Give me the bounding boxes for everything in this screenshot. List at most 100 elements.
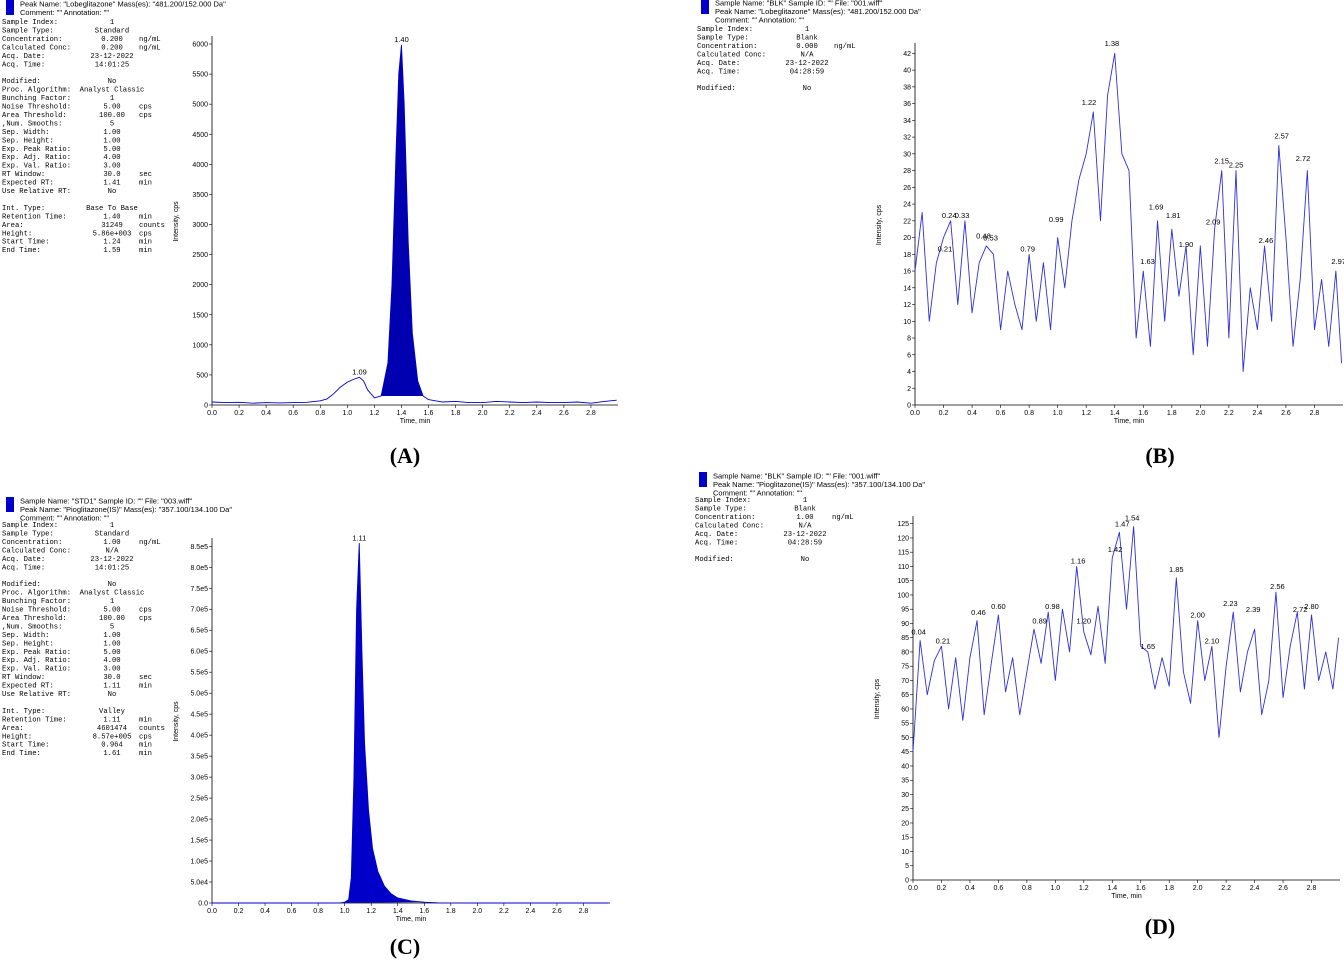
- x-tick-label: 1.4: [1107, 885, 1117, 892]
- info-label: Concentration:: [697, 43, 757, 51]
- x-tick-label: 2.6: [1278, 885, 1288, 892]
- x-tick-label: 2.6: [559, 410, 569, 417]
- y-tick-label: 26: [903, 185, 911, 192]
- info-unit: min: [139, 716, 152, 724]
- info-value: 1.24: [103, 239, 120, 247]
- info-label: Sample Type:: [2, 27, 54, 35]
- y-tick-label: 80: [901, 649, 909, 656]
- info-label: Modified:: [2, 78, 41, 86]
- info-label: Expected RT:: [2, 180, 54, 188]
- y-tick-label: 2000: [192, 282, 208, 289]
- trace: [914, 52, 1343, 372]
- header-marker: [6, 0, 14, 15]
- x-tick-label: 2.2: [499, 908, 509, 915]
- x-tick-label: 1.6: [1138, 410, 1148, 417]
- x-tick-label: 0.8: [313, 908, 323, 915]
- y-axis-label: Intensity, cps: [874, 678, 881, 719]
- peak-label: 0.33: [955, 211, 970, 220]
- y-tick-label: 42: [903, 51, 911, 58]
- info-value: 1: [110, 598, 114, 606]
- x-tick-label: 0.0: [207, 908, 217, 915]
- info-unit: min: [139, 683, 152, 691]
- peak-label: 1.22: [1082, 98, 1097, 107]
- y-tick-label: 8.5e5: [190, 544, 208, 551]
- header-line: Comment: "" Annotation: "": [20, 514, 109, 523]
- y-tick-label: 100: [897, 592, 909, 599]
- y-tick-label: 8: [907, 336, 911, 343]
- info-value: 1.59: [103, 247, 120, 255]
- info-label: Sample Index:: [2, 19, 58, 27]
- info-label: Expected RT:: [2, 683, 54, 691]
- y-tick-label: 500: [196, 372, 208, 379]
- info-label: Sep. Height:: [2, 640, 54, 648]
- info-label: Exp. Peak Ratio:: [2, 649, 71, 657]
- y-tick-label: 120: [897, 535, 909, 542]
- y-tick-label: 4500: [192, 132, 208, 139]
- y-tick-label: 5000: [192, 102, 208, 109]
- x-tick-label: 1.0: [1050, 885, 1060, 892]
- info-value: 1: [803, 497, 807, 505]
- panel-label: (B): [1145, 443, 1174, 468]
- info-label: Sample Index:: [2, 522, 58, 530]
- y-tick-label: 85: [901, 635, 909, 642]
- peak-label: 1.47: [1115, 519, 1130, 528]
- info-unit: cps: [139, 230, 152, 238]
- y-tick-label: 4.5e5: [190, 712, 208, 719]
- info-label: Exp. Val. Ratio:: [2, 666, 71, 674]
- header-line: Comment: "" Annotation: "": [20, 8, 109, 17]
- trace: [912, 526, 1340, 752]
- y-tick-label: 0.0: [198, 901, 208, 908]
- info-label: Concentration:: [695, 514, 755, 522]
- y-tick-label: 36: [903, 101, 911, 108]
- info-label: Acq. Time:: [695, 539, 738, 547]
- info-value: 04:28:59: [788, 539, 823, 547]
- info-label: Modified:: [695, 556, 734, 564]
- y-tick-label: 3000: [192, 222, 208, 229]
- header-line: Sample Name: "BLK" Sample ID: "" File: "…: [713, 472, 880, 481]
- y-axis-label: Intensity, cps: [876, 204, 883, 245]
- info-value: 23-12-2022: [90, 53, 133, 61]
- y-tick-label: 35: [901, 778, 909, 785]
- y-tick-label: 30: [901, 792, 909, 799]
- info-label: Calculated Conc:: [2, 547, 71, 555]
- x-tick-label: 1.6: [419, 908, 429, 915]
- info-label: Sep. Width:: [2, 129, 49, 137]
- info-value: Analyst Classic: [80, 87, 145, 95]
- x-tick-label: 0.2: [234, 908, 244, 915]
- info-unit: ng/mL: [139, 539, 161, 547]
- info-label: Exp. Adj. Ratio:: [2, 657, 71, 665]
- x-tick-label: 2.8: [586, 410, 596, 417]
- peak-label: 2.57: [1274, 131, 1289, 140]
- info-label: Height:: [2, 733, 32, 741]
- info-value: Analyst Classic: [80, 590, 145, 598]
- header-line: Comment: "" Annotation: "": [715, 16, 804, 25]
- y-tick-label: 3.5e5: [190, 754, 208, 761]
- y-tick-label: 6: [907, 352, 911, 359]
- header-line: Sample Name: "BLK" Sample ID: "" File: "…: [715, 0, 882, 8]
- info-label: End Time:: [2, 750, 41, 758]
- x-tick-label: 2.0: [1195, 410, 1205, 417]
- info-unit: ng/mL: [139, 44, 161, 52]
- y-tick-label: 40: [903, 68, 911, 75]
- x-tick-label: 1.2: [366, 908, 376, 915]
- x-tick-label: 1.6: [1136, 885, 1146, 892]
- header-marker: [6, 497, 14, 512]
- peak-label: 0.53: [983, 233, 998, 242]
- info-unit: ng/mL: [139, 36, 161, 44]
- x-tick-label: 2.4: [526, 908, 536, 915]
- x-tick-label: 0.8: [1024, 410, 1034, 417]
- y-axis-label: Intensity, cps: [173, 201, 180, 242]
- x-tick-label: 0.2: [234, 410, 244, 417]
- info-label: Area Threshold:: [2, 112, 67, 120]
- info-label: Calculated Conc:: [2, 44, 71, 52]
- y-tick-label: 4: [907, 369, 911, 376]
- y-tick-label: 60: [901, 706, 909, 713]
- peak-label: 0.21: [938, 244, 953, 253]
- peak-label: 0.89: [1032, 616, 1047, 625]
- info-value: No: [108, 581, 117, 589]
- info-label: Calculated Conc:: [695, 522, 764, 530]
- y-tick-label: 32: [903, 135, 911, 142]
- y-tick-label: 50: [901, 735, 909, 742]
- info-value: 5.00: [103, 607, 120, 615]
- info-value: 5: [110, 623, 114, 631]
